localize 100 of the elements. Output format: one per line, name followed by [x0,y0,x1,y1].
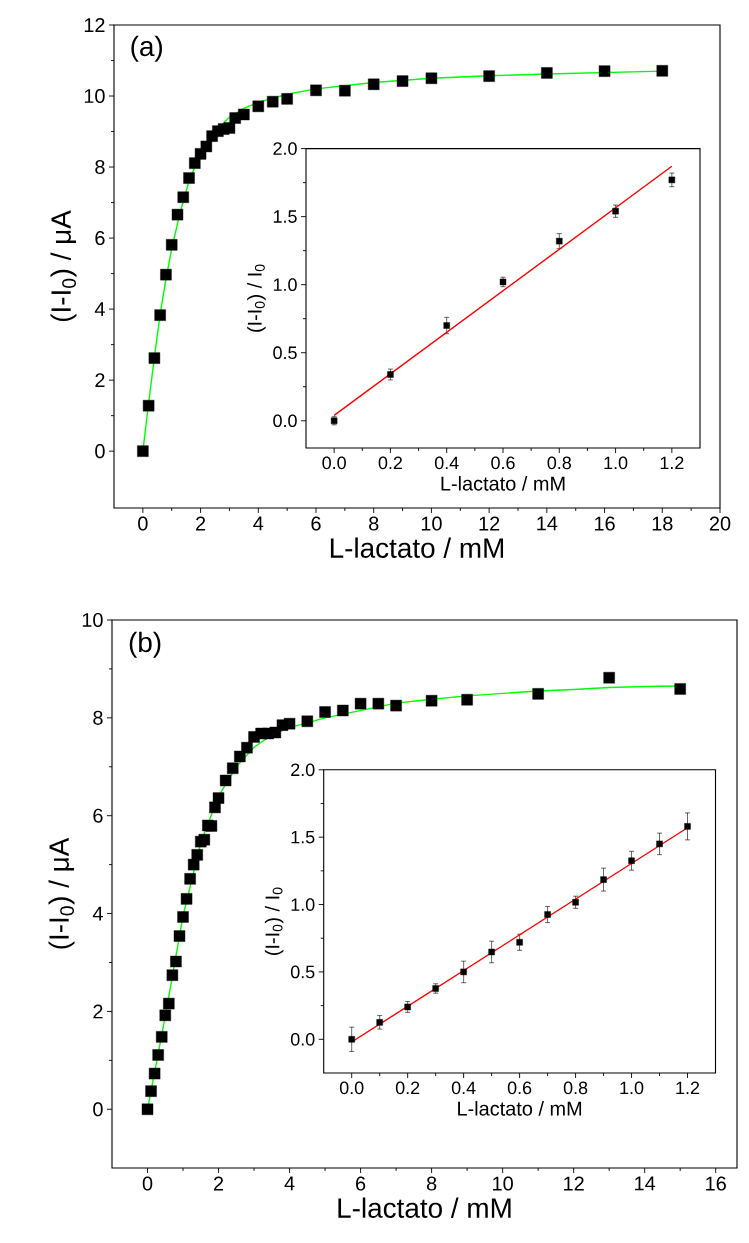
x-tick-label: 0.0 [322,456,346,470]
x-tick-label: 0.2 [378,456,402,470]
x-tick-label: 12 [479,516,500,531]
point [310,84,322,97]
y-tick-label: 8 [93,710,103,725]
x-tick-label: 10 [421,516,442,531]
point [488,948,495,956]
point [200,140,213,153]
x-tick-label: 1.0 [620,1081,644,1095]
y-tick-label: 10 [84,88,105,104]
y-tick-label: 1.5 [273,210,297,223]
y-tick-label: 0 [93,1102,103,1117]
point [460,968,467,976]
y-tick-label: 1.0 [273,278,297,292]
y-axis-title: (I-I$_{0}$) / μA [50,210,77,322]
point [283,718,296,730]
y-tick-label: 6 [93,808,103,823]
point [354,697,367,710]
x-tick-label: 0.4 [451,1081,476,1095]
x-tick-label: 16 [706,1176,726,1191]
point [183,172,195,184]
y-tick-label: 2 [93,1004,103,1019]
x-axis-title: L-lactato / mM [441,476,565,491]
point [348,1036,355,1043]
point [180,893,193,905]
point [142,400,155,412]
point [148,352,161,364]
x-tick-label: 0.2 [395,1081,420,1095]
point [516,939,523,946]
x-axis-title: L-lactato / mM [338,1197,511,1218]
point [205,820,218,832]
y-tick-label: 2.0 [273,142,297,155]
point [159,1009,171,1022]
point [241,741,253,754]
point [177,191,189,203]
y-tick-label: 0.0 [273,414,297,428]
y-tick-label: 0.0 [290,1032,315,1046]
point [173,930,186,942]
annotation: (a) [131,35,162,62]
y-tick-label: 10 [82,612,103,628]
x-tick-label: 0 [138,516,148,531]
point [396,75,409,87]
point [219,774,232,787]
annotation: (b) [129,631,161,658]
point [656,65,668,77]
point [267,96,279,108]
point [544,911,551,918]
point [372,697,385,710]
point [301,715,314,727]
x-tick-label: 1.0 [604,456,628,470]
x-tick-label: 14 [537,516,558,531]
point [152,1049,164,1061]
y-tick-label: 0.5 [290,965,315,979]
x-tick-label: 0 [142,1176,153,1191]
point [603,672,615,684]
x-tick-label: 8 [369,516,379,531]
point [600,876,607,883]
point [461,694,473,706]
point [656,840,663,848]
y-tick-label: 12 [84,18,105,32]
point [198,833,211,846]
point [337,704,349,717]
x-tick-label: 12 [564,1176,584,1191]
point [628,857,635,864]
point [177,911,189,923]
y-tick-label: 0.5 [273,346,297,360]
point [148,1067,161,1080]
point [319,706,331,718]
x-tick-label: 10 [493,1176,513,1191]
x-tick-label: 16 [595,516,615,531]
point [166,969,179,981]
x-tick-label: 18 [652,516,673,531]
x-tick-label: 0.8 [547,456,571,470]
point [191,849,203,861]
x-tick-label: 20 [709,516,731,531]
point [541,67,553,79]
x-tick-label: 6 [356,1176,366,1191]
point [137,445,149,457]
y-tick-label: 0 [95,444,105,459]
point [684,823,691,830]
x-tick-label: 8 [426,1176,437,1191]
point [556,237,563,245]
point [281,93,293,105]
y-axis-title: (I-I$_{0}$) / I$_{0}$ [264,887,284,955]
x-tick-label: 14 [635,1176,656,1191]
point [339,84,351,97]
point [227,762,239,774]
point [189,157,201,169]
point [238,108,250,121]
x-tick-label: 0.0 [339,1081,364,1095]
point [163,997,175,1010]
point [145,1085,157,1097]
point [483,70,495,82]
point [674,683,686,695]
point [156,1031,168,1043]
point [212,792,225,804]
point [368,78,380,90]
point [184,873,196,885]
x-tick-label: 1.2 [660,456,684,470]
y-tick-label: 4 [92,906,103,921]
